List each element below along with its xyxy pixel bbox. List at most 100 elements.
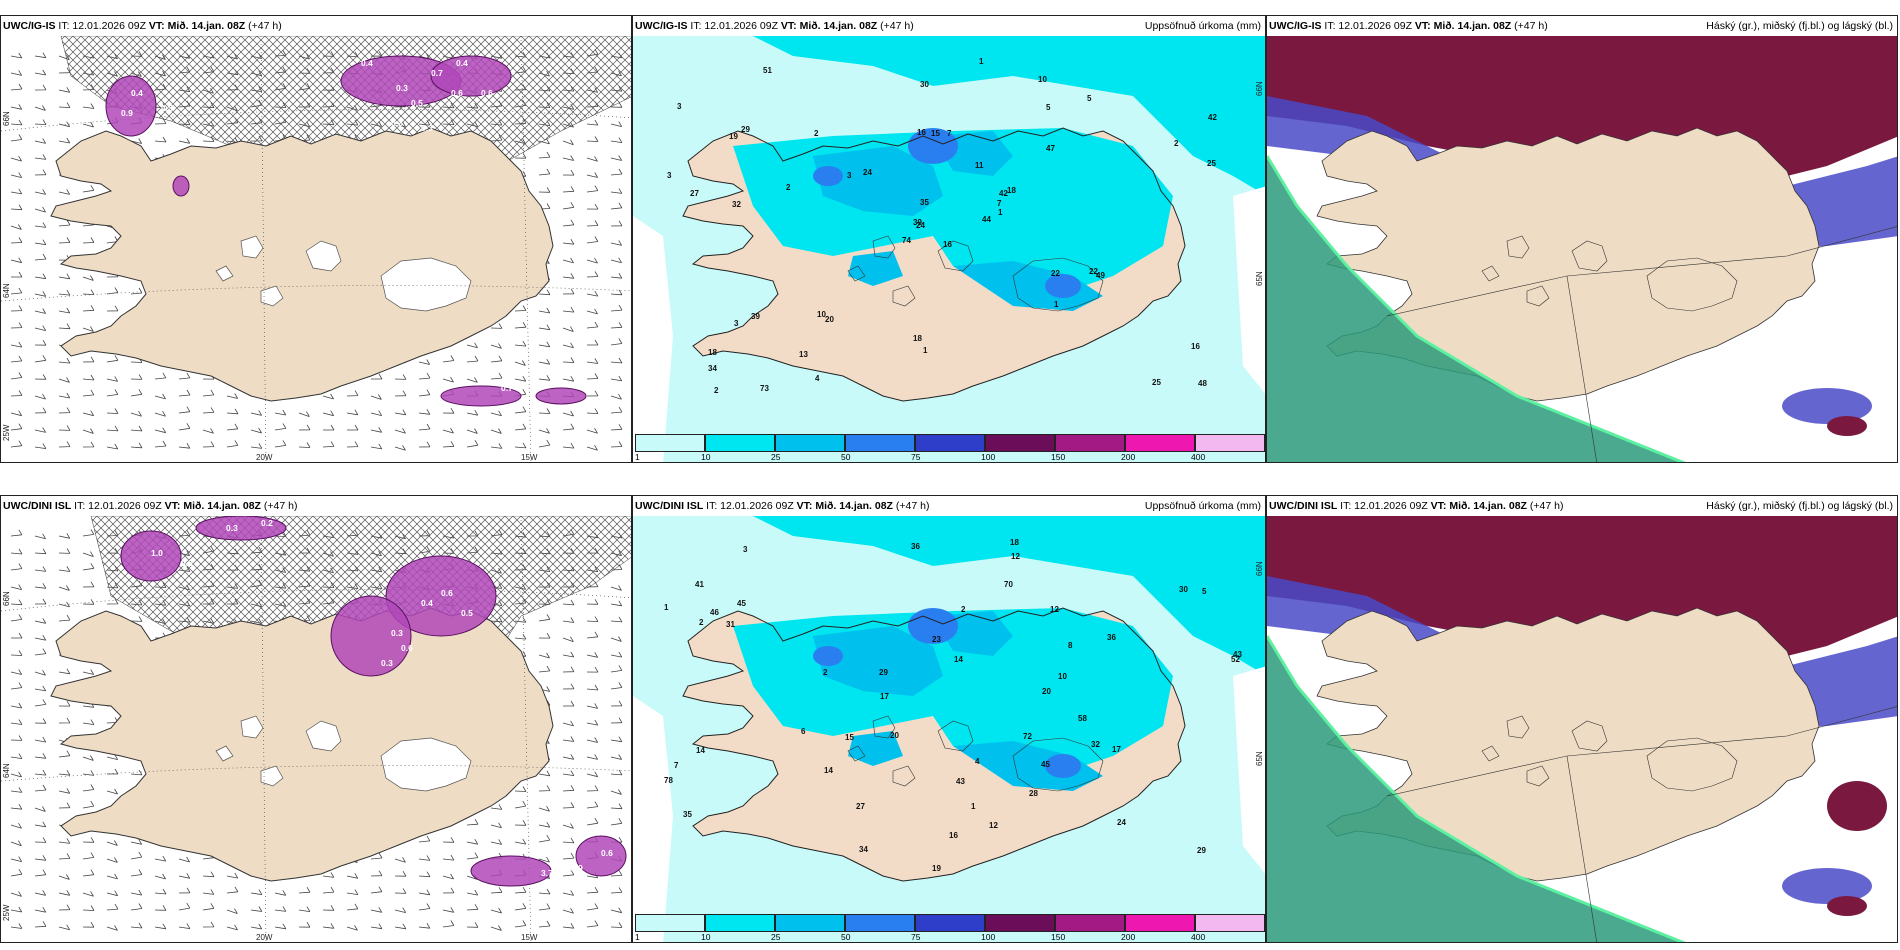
- precip-value: 6: [801, 727, 806, 736]
- glacier: [240, 715, 264, 739]
- cloud-map: [1267, 36, 1897, 462]
- colorbar-label: 50: [841, 932, 851, 942]
- lon-label-15w: 15W: [521, 933, 538, 942]
- precip-value: 4: [975, 757, 980, 766]
- precip-value: 19: [729, 132, 738, 141]
- wave-height-value: 0.2: [261, 518, 273, 528]
- precip-value: 3: [667, 171, 672, 180]
- lat-label-66n: 66N: [2, 111, 11, 126]
- precip-value: 48: [1198, 379, 1207, 388]
- wave-map: 0.4 0.7 0.3 0.4 0.5 0.6 0.3 0.3 0.6 0.4 0.9 0.5 0.7 6…: [1, 36, 631, 462]
- precip-colorbar: 1 10 25 50 75 100 150 200 400: [635, 914, 1265, 942]
- wave-height-value: 0.5: [161, 103, 173, 113]
- cloud-map-panel-bottom[interactable]: UWC/DINI ISL IT: 12.01.2026 09Z VT: Mið.…: [1266, 495, 1898, 943]
- precip-value: 24: [863, 168, 872, 177]
- precip-value: 10: [1038, 75, 1047, 84]
- low-cloud: [1267, 636, 1682, 942]
- precip-value: 35: [683, 810, 692, 819]
- precip-value: 2: [786, 183, 791, 192]
- precip-value: 24: [1117, 818, 1126, 827]
- precip-value: 16: [1191, 342, 1200, 351]
- dry-area: [633, 696, 673, 942]
- lon-label-15w: 15W: [521, 453, 538, 462]
- colorbar-swatch: [1055, 434, 1125, 452]
- lat-label-66n: 66N: [1255, 561, 1264, 576]
- colorbar-label: 1: [635, 932, 640, 942]
- lat-label-64n: 64N: [2, 763, 11, 778]
- colorbar-label: 75: [911, 932, 921, 942]
- wave-map-panel-top[interactable]: UWC/IG-IS IT: 12.01.2026 09Z VT: Mið. 14…: [0, 15, 632, 463]
- wave-map: 0.3 0.2 1.0 0.3 0.6 0.4 0.3 0.6 0.3 0.5 3.7 2.9 0.6 6…: [1, 516, 631, 942]
- precip-value: 5: [1046, 103, 1051, 112]
- precip-areas: [733, 608, 1173, 791]
- precip-value: 29: [879, 668, 888, 677]
- precip-value: 8: [1068, 641, 1073, 650]
- wave-height-value: 3.7: [541, 868, 553, 878]
- precip-value: 16: [917, 128, 926, 137]
- precip-value: 20: [825, 315, 834, 324]
- colorbar-swatch: [1125, 914, 1195, 932]
- precip-map-panel-top[interactable]: UWC/IG-IS IT: 12.01.2026 09Z VT: Mið. 14…: [632, 15, 1266, 463]
- precip-value: 30: [920, 80, 929, 89]
- wave-height-value: 0.4: [361, 58, 373, 68]
- lat-label-64n: 64N: [2, 283, 11, 298]
- lon-label-20w: 20W: [256, 933, 273, 942]
- precip-value: 12: [989, 821, 998, 830]
- precip-value: 30: [1179, 585, 1188, 594]
- lat-label-66n: 66N: [1255, 81, 1264, 96]
- precip-value: 28: [1029, 789, 1038, 798]
- wave-height-value: 0.5: [461, 608, 473, 618]
- colorbar-swatch: [845, 914, 915, 932]
- precip-value: 16: [949, 831, 958, 840]
- wave-map-panel-bottom[interactable]: UWC/DINI ISL IT: 12.01.2026 09Z VT: Mið.…: [0, 495, 632, 943]
- precip-value: 1: [1054, 300, 1059, 309]
- precip-value: 16: [943, 240, 952, 249]
- cloud-map-panel-top[interactable]: UWC/IG-IS IT: 12.01.2026 09Z VT: Mið. 14…: [1266, 15, 1898, 463]
- precip-value: 10: [817, 310, 826, 319]
- precip-value: 2: [1174, 139, 1179, 148]
- iceland-land: [1316, 127, 1820, 402]
- precip-value: 12: [1050, 605, 1059, 614]
- precip-value: 39: [913, 218, 922, 227]
- precip-value: 18: [1010, 538, 1019, 547]
- glacier: [240, 235, 264, 259]
- precip-value: 3: [734, 319, 739, 328]
- colorbar-label: 1: [635, 452, 640, 462]
- wave-height-value: 2.9: [571, 863, 583, 873]
- colorbar-label: 200: [1121, 932, 1136, 942]
- wave-height-value: 0.4: [456, 58, 468, 68]
- precip-value: 45: [737, 599, 746, 608]
- glacier: [305, 240, 342, 272]
- colorbar-swatch: [985, 914, 1055, 932]
- precip-value: 5: [1202, 587, 1207, 596]
- colorbar-label: 150: [1051, 452, 1066, 462]
- panel-header: UWC/DINI ISL IT: 12.01.2026 09Z VT: Mið.…: [633, 496, 1265, 516]
- precip-value: 1: [998, 208, 1003, 217]
- coastline: [682, 127, 1186, 402]
- colorbar-label: 50: [841, 452, 851, 462]
- precip-value: 46: [710, 608, 719, 617]
- colorbar-label: 25: [771, 452, 781, 462]
- precip-value: 7: [674, 761, 679, 770]
- precip-value: 42: [1208, 113, 1217, 122]
- precip-value: 1: [923, 346, 928, 355]
- wave-height-value: 0.6: [441, 588, 453, 598]
- colorbar-swatch: [1055, 914, 1125, 932]
- colorbar-swatch: [985, 434, 1055, 452]
- precip-value: 31: [726, 620, 735, 629]
- low-cloud: [1267, 156, 1682, 462]
- precip-value: 14: [954, 655, 963, 664]
- lon-label-25w: 25W: [2, 424, 11, 441]
- precip-value: 27: [856, 802, 865, 811]
- panel-header: UWC/IG-IS IT: 12.01.2026 09Z VT: Mið. 14…: [1267, 16, 1897, 36]
- glacier: [215, 745, 234, 762]
- cloud-title: Háský (gr.), miðský (fj.bl.) og lágský (…: [1706, 20, 1893, 32]
- precip-value: 18: [913, 334, 922, 343]
- precip-value: 22: [1089, 267, 1098, 276]
- precip-value: 4: [815, 374, 820, 383]
- precip-value: 20: [1042, 687, 1051, 696]
- colorbar-label: 25: [771, 932, 781, 942]
- precip-value: 14: [824, 766, 833, 775]
- precip-map-panel-bottom[interactable]: UWC/DINI ISL IT: 12.01.2026 09Z VT: Mið.…: [632, 495, 1266, 943]
- precip-value: 73: [760, 384, 769, 393]
